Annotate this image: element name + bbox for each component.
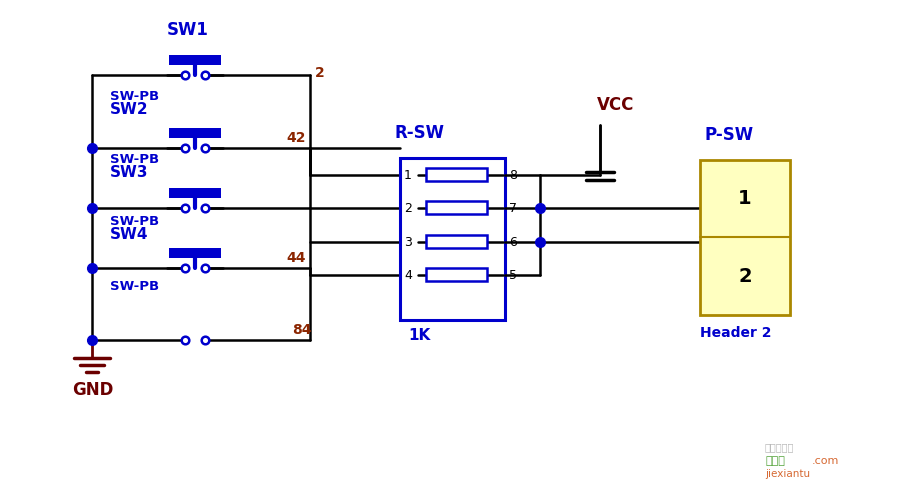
Text: R-SW: R-SW — [395, 124, 445, 142]
Text: SW4: SW4 — [110, 227, 148, 242]
Bar — [169, 188, 221, 198]
Text: 4: 4 — [404, 269, 412, 282]
Bar — [169, 248, 221, 258]
Text: P-SW: P-SW — [705, 126, 754, 144]
Text: 44: 44 — [286, 251, 305, 265]
Text: Header 2: Header 2 — [700, 326, 771, 340]
Text: 电子发烧友: 电子发烧友 — [765, 442, 794, 452]
Text: jiexiantu: jiexiantu — [765, 469, 810, 479]
Text: VCC: VCC — [597, 96, 634, 114]
Text: 2: 2 — [404, 202, 412, 215]
Text: 84: 84 — [292, 323, 312, 337]
Bar — [426, 168, 487, 181]
Text: SW-PB: SW-PB — [110, 280, 159, 293]
Bar — [169, 128, 221, 138]
Text: .com: .com — [812, 456, 839, 466]
Text: 3: 3 — [404, 236, 412, 249]
Text: 1: 1 — [739, 189, 752, 208]
Bar — [426, 201, 487, 214]
Text: SW-PB: SW-PB — [110, 153, 159, 166]
Text: 8: 8 — [509, 169, 517, 182]
Bar — [169, 55, 221, 65]
Text: SW3: SW3 — [110, 165, 148, 180]
Text: 2: 2 — [739, 267, 752, 286]
Text: SW-PB: SW-PB — [110, 215, 159, 228]
Bar — [426, 268, 487, 281]
Bar — [426, 235, 487, 248]
Text: 6: 6 — [509, 236, 517, 249]
Text: SW1: SW1 — [167, 21, 209, 39]
Text: 2: 2 — [315, 66, 324, 80]
Text: SW-PB: SW-PB — [110, 90, 159, 103]
Text: GND: GND — [72, 381, 113, 399]
Text: 捷线图: 捷线图 — [765, 456, 785, 466]
Text: 1K: 1K — [408, 328, 430, 343]
Bar — [700, 160, 790, 315]
Text: 5: 5 — [509, 269, 517, 282]
Text: SW2: SW2 — [110, 102, 149, 117]
Text: 1: 1 — [404, 169, 412, 182]
Text: 7: 7 — [509, 202, 517, 215]
Text: 42: 42 — [286, 131, 305, 145]
Bar — [400, 158, 505, 320]
